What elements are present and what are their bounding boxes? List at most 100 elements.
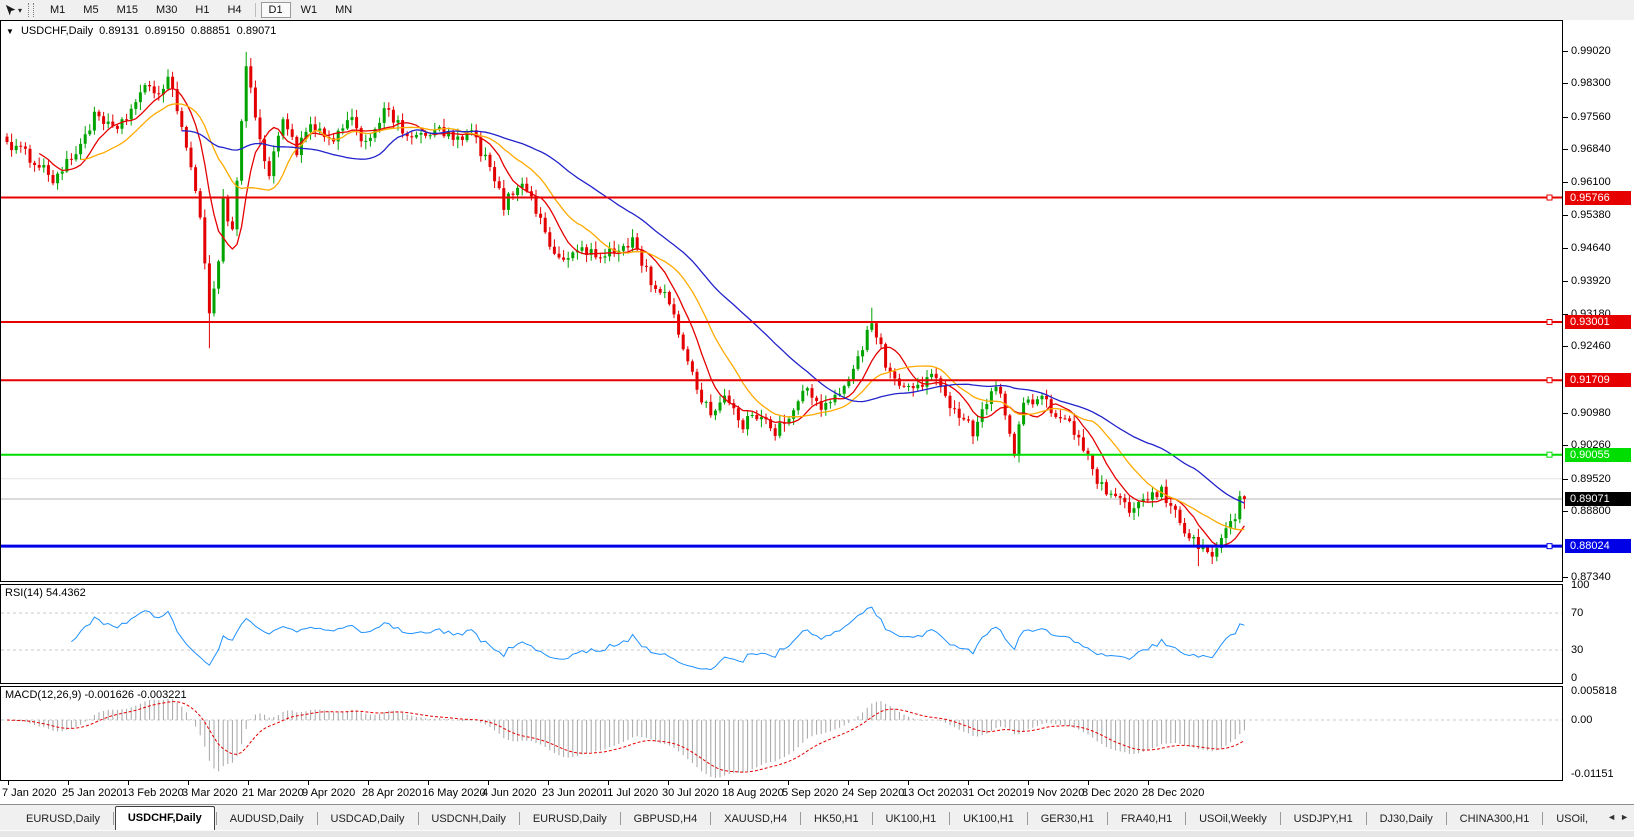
level-price-label[interactable]: 0.91709: [1565, 373, 1631, 388]
timeframe-w1[interactable]: W1: [300, 4, 318, 16]
timeframe-h4[interactable]: H4: [227, 4, 242, 16]
tab-eurusd-daily[interactable]: EURUSD,Daily: [26, 813, 100, 825]
date-tick-label: 30 Jul 2020: [662, 787, 719, 799]
date-tick-mark: [1088, 781, 1089, 785]
price-tick-label: 0.92460: [1571, 340, 1611, 353]
chart-title: ▼ USDCHF,Daily 0.89131 0.89150 0.88851 0…: [6, 25, 279, 37]
date-tick-label: 24 Sep 2020: [842, 787, 905, 799]
tab-fra40-h1[interactable]: FRA40,H1: [1120, 813, 1173, 825]
price-tick-mark: [1563, 116, 1568, 118]
timeframe-m5[interactable]: M5: [83, 4, 99, 16]
price-tick-mark: [1563, 413, 1568, 415]
price-tick-mark: [1563, 346, 1568, 348]
cursor-tool-icon[interactable]: [4, 4, 17, 17]
tab-dj30-daily[interactable]: DJ30,Daily: [1379, 813, 1433, 825]
macd-pane[interactable]: MACD(12,26,9) -0.001626 -0.003221: [0, 686, 1563, 781]
moving-average-line-8: [38, 87, 1245, 547]
bid-price-label: 0.89071: [1565, 492, 1631, 506]
tab-divider: [1026, 812, 1028, 825]
tab-scroll-left-icon[interactable]: ◄: [1607, 812, 1616, 822]
rsi-pane[interactable]: RSI(14) 54.4362: [0, 584, 1563, 684]
chart-toolbar: ▾ M1 M5 M15 M30 H1 H4 D1 W1 MN: [0, 0, 1634, 20]
tab-ger30-h1[interactable]: GER30,H1: [1040, 813, 1094, 825]
level-line-handle[interactable]: [1546, 377, 1553, 384]
date-tick-mark: [548, 781, 549, 785]
level-price-label[interactable]: 0.93001: [1565, 315, 1631, 330]
price-tick-label: 0.96840: [1571, 143, 1611, 156]
tab-usoil[interactable]: USOil,: [1556, 813, 1588, 825]
price-tick-label: 0.88800: [1571, 505, 1611, 518]
date-tick-mark: [1148, 781, 1149, 785]
tab-china300-h1[interactable]: CHINA300,H1: [1459, 813, 1530, 825]
tab-xauusd-h4[interactable]: XAUUSD,H4: [724, 813, 788, 825]
timeframe-h1[interactable]: H1: [195, 4, 210, 16]
level-price-label[interactable]: 0.88024: [1565, 539, 1631, 554]
macd-signal-line: [6, 701, 1245, 773]
tab-scroll-right-icon[interactable]: ►: [1620, 812, 1629, 822]
price-tick-mark: [1563, 445, 1568, 447]
tab-hk50-h1[interactable]: HK50,H1: [813, 813, 859, 825]
price-tick-mark: [1563, 280, 1568, 282]
price-chart-pane[interactable]: ▼ USDCHF,Daily 0.89131 0.89150 0.88851 0…: [0, 20, 1563, 582]
candle-wicks-up: [15, 51, 1241, 562]
price-tick-label: 0.93920: [1571, 274, 1611, 287]
level-line-handle[interactable]: [1546, 543, 1553, 550]
collapse-triangle-icon[interactable]: ▼: [6, 27, 14, 36]
date-axis[interactable]: 7 Jan 2020 25 Jan 2020 13 Feb 2020 3 Mar 20…: [0, 781, 1563, 804]
tab-usdcnh-daily[interactable]: USDCNH,Daily: [431, 813, 506, 825]
date-tick-label: 18 Aug 2020: [722, 787, 784, 799]
date-tick-label: 19 Nov 2020: [1022, 787, 1085, 799]
date-tick-label: 9 Apr 2020: [302, 787, 356, 799]
timeframe-m30[interactable]: M30: [155, 4, 178, 16]
date-tick-mark: [248, 781, 249, 785]
tab-divider: [871, 812, 873, 825]
level-line-handle[interactable]: [1546, 451, 1553, 458]
date-tick-mark: [188, 781, 189, 785]
toolbar-grip[interactable]: [28, 3, 35, 17]
rsi-axis-label: 0: [1571, 672, 1578, 684]
price-tick-mark: [1563, 511, 1568, 513]
price-tick-label: 0.87340: [1571, 570, 1611, 583]
level-line-handle[interactable]: [1546, 194, 1553, 201]
level-price-label[interactable]: 0.95766: [1565, 190, 1631, 205]
timeframe-buttons: M1 M5 M15 M30 H1 H4 D1 W1 MN: [41, 0, 361, 20]
tab-uk100-h1[interactable]: UK100,H1: [885, 813, 937, 825]
tab-divider: [1365, 812, 1367, 825]
price-tick-mark: [1563, 478, 1568, 480]
ohlc-close: 0.89071: [236, 25, 277, 37]
candlestick-chart[interactable]: [1, 21, 1562, 581]
date-tick-label: 5 Sep 2020: [782, 787, 839, 799]
date-tick-label: 13 Oct 2020: [902, 787, 962, 799]
timeframe-d1[interactable]: D1: [260, 2, 291, 18]
rsi-label: RSI(14) 54.4362: [5, 587, 86, 599]
tab-uk100-h1[interactable]: UK100,H1: [963, 813, 1014, 825]
price-tick-mark: [1563, 576, 1568, 578]
tab-eurusd-daily[interactable]: EURUSD,Daily: [532, 813, 607, 825]
tab-usdcad-daily[interactable]: USDCAD,Daily: [330, 813, 405, 825]
tool-dropdown-icon[interactable]: ▾: [18, 5, 23, 15]
timeframe-m15[interactable]: M15: [116, 4, 138, 16]
level-line-handle[interactable]: [1546, 319, 1553, 326]
date-tick-label: 16 May 2020: [422, 787, 486, 799]
date-tick-label: 4 Jun 2020: [482, 787, 537, 799]
price-axis[interactable]: 0.99020 0.98300 0.97560 0.96840 0.96100 0.953…: [1563, 20, 1634, 804]
tab-gbpusd-h4[interactable]: GBPUSD,H4: [633, 813, 698, 825]
tab-audusd-daily[interactable]: AUDUSD,Daily: [229, 813, 304, 825]
price-tick-label: 0.90980: [1571, 407, 1611, 420]
macd-label: MACD(12,26,9) -0.001626 -0.003221: [5, 689, 187, 701]
tab-divider: [619, 812, 621, 825]
chart-tab-bar: EURUSD,Daily USDCHF,Daily AUDUSD,Daily USDC…: [0, 804, 1634, 830]
ohlc-high: 0.89150: [145, 25, 185, 37]
rsi-axis-label: 100: [1571, 579, 1590, 591]
tab-usdjpy-h1[interactable]: USDJPY,H1: [1293, 813, 1353, 825]
date-tick-label: 21 Mar 2020: [242, 787, 304, 799]
tab-divider: [316, 812, 318, 825]
timeframe-m1[interactable]: M1: [50, 4, 66, 16]
macd-chart[interactable]: [1, 687, 1562, 780]
tab-usdchf-daily[interactable]: USDCHF,Daily: [114, 806, 215, 830]
timeframe-mn[interactable]: MN: [335, 4, 353, 16]
level-price-label[interactable]: 0.90055: [1565, 447, 1631, 462]
price-tick-label: 0.99020: [1571, 45, 1611, 57]
rsi-chart[interactable]: [1, 585, 1562, 683]
tab-usoil-weekly[interactable]: USOil,Weekly: [1199, 813, 1267, 825]
